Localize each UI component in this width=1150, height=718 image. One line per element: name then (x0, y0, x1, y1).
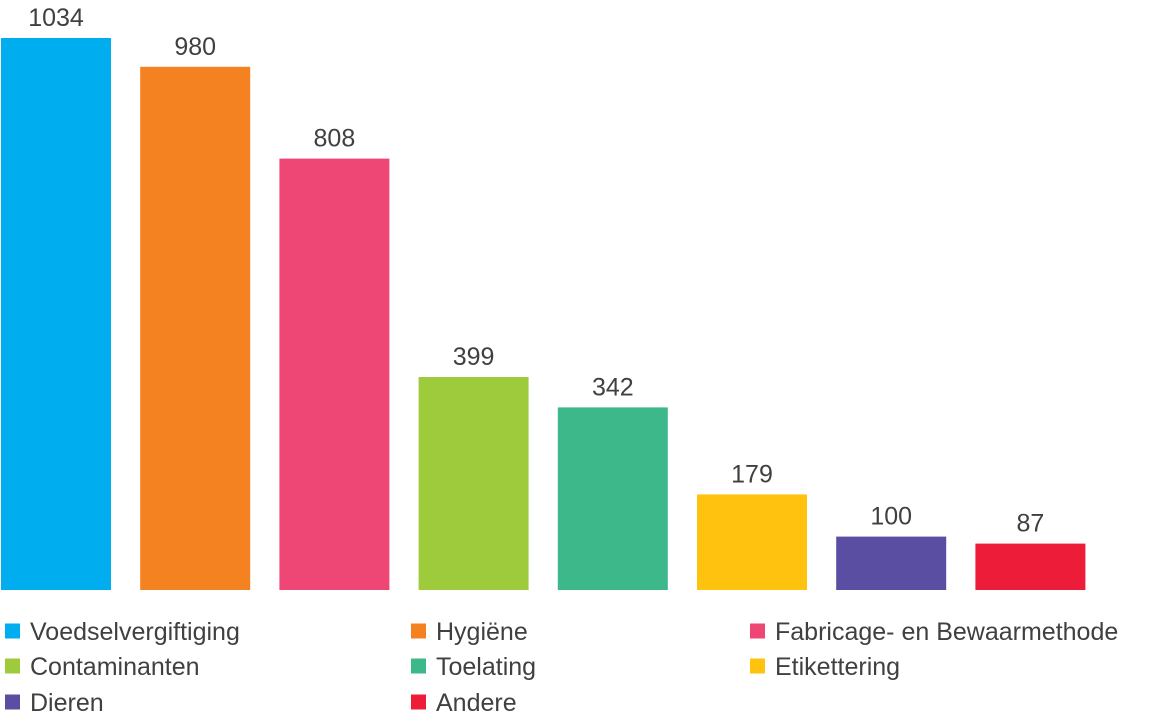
value-label-toelating: 342 (592, 373, 634, 401)
legend: Voedselvergiftiging Hygiëne Fabricage- en … (5, 618, 1118, 717)
legend-label-toelating: Toelating (436, 653, 536, 681)
legend-label-contaminanten: Contaminanten (30, 653, 200, 681)
value-label-dieren: 100 (870, 503, 912, 531)
legend-item-dieren: Dieren (5, 689, 104, 717)
legend-swatch-dieren (5, 694, 20, 710)
value-label-andere: 87 (1016, 510, 1044, 538)
value-label-voedselvergiftiging: 1034 (28, 4, 84, 32)
bar-toelating (557, 407, 668, 590)
bar-contaminanten (418, 377, 529, 590)
legend-item-hygiene: Hygiëne (411, 618, 528, 646)
value-labels-group: 1034 980 808 399 342 179 100 87 (28, 4, 1044, 538)
legend-label-voedselvergiftiging: Voedselvergiftiging (30, 618, 240, 646)
bar-dieren (836, 536, 947, 590)
legend-swatch-fabricage-en-bewaarmethode (750, 623, 765, 639)
legend-swatch-contaminanten (5, 658, 20, 674)
legend-label-hygiene: Hygiëne (436, 618, 528, 646)
legend-swatch-toelating (411, 658, 426, 674)
legend-label-dieren: Dieren (30, 689, 104, 717)
legend-swatch-etikettering (750, 658, 765, 674)
bar-hygiene (140, 66, 251, 591)
legend-label-fabricage-en-bewaarmethode: Fabricage- en Bewaarmethode (775, 618, 1118, 646)
bar-andere (975, 543, 1086, 590)
legend-label-etikettering: Etikettering (775, 653, 900, 681)
value-label-hygiene: 980 (174, 33, 216, 61)
bar-etikettering (697, 494, 807, 590)
legend-item-andere: Andere (411, 689, 517, 717)
value-label-etikettering: 179 (731, 460, 773, 488)
bar-voedselvergiftiging (1, 38, 111, 590)
value-label-fabricage-en-bewaarmethode: 808 (314, 125, 356, 153)
legend-swatch-voedselvergiftiging (5, 623, 20, 639)
bar-fabricage-en-bewaarmethode (279, 158, 390, 590)
legend-item-etikettering: Etikettering (750, 653, 900, 681)
legend-label-andere: Andere (436, 689, 517, 717)
bars-group (1, 38, 1086, 591)
legend-item-fabricage-en-bewaarmethode: Fabricage- en Bewaarmethode (750, 618, 1118, 646)
legend-item-contaminanten: Contaminanten (5, 653, 200, 681)
value-label-contaminanten: 399 (453, 343, 495, 371)
legend-item-voedselvergiftiging: Voedselvergiftiging (5, 618, 240, 646)
legend-swatch-andere (411, 694, 426, 710)
legend-swatch-hygiene (411, 623, 426, 639)
legend-item-toelating: Toelating (411, 653, 536, 681)
